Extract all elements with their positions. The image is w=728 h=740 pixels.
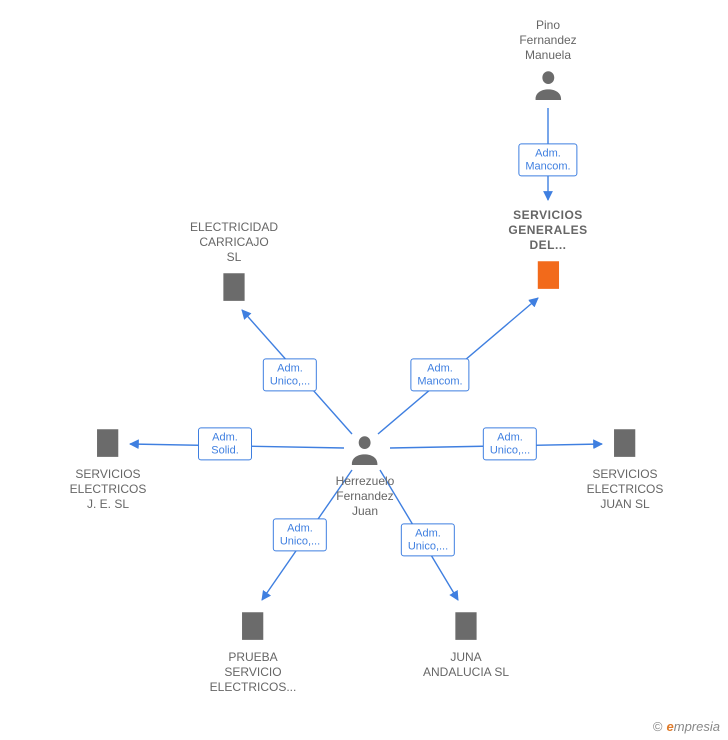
edge-label-pino-servgen[interactable]: Adm. Mancom. [518,143,577,176]
node-center[interactable]: Herrezuelo Fernandez Juan [336,432,395,519]
node-prueba[interactable]: PRUEBA SERVICIO ELECTRICOS... [210,608,297,695]
node-label: ELECTRICIDAD CARRICAJO SL [190,220,278,265]
building-icon [449,608,483,642]
node-pino[interactable]: Pino Fernandez Manuela [519,18,576,105]
building-icon [608,425,642,459]
node-carricajo[interactable]: ELECTRICIDAD CARRICAJO SL [190,220,278,307]
node-label: Herrezuelo Fernandez Juan [336,474,395,519]
node-label: Pino Fernandez Manuela [519,18,576,63]
copyright-brand-rest: mpresia [674,719,720,734]
node-servgen[interactable]: SERVICIOS GENERALES DEL... [508,208,587,295]
building-icon [91,425,125,459]
edge-label-center-sejesl[interactable]: Adm. Solid. [198,427,252,460]
edges-layer [0,0,728,740]
node-label: SERVICIOS ELECTRICOS J. E. SL [70,467,147,512]
node-label: PRUEBA SERVICIO ELECTRICOS... [210,650,297,695]
node-label: JUNA ANDALUCIA SL [423,650,509,680]
edge-label-center-sejuan[interactable]: Adm. Unico,... [483,427,537,460]
node-label: SERVICIOS ELECTRICOS JUAN SL [587,467,664,512]
edge-label-center-prueba[interactable]: Adm. Unico,... [273,518,327,551]
building-icon [531,257,565,291]
node-sejesl[interactable]: SERVICIOS ELECTRICOS J. E. SL [70,425,147,512]
node-sejuan[interactable]: SERVICIOS ELECTRICOS JUAN SL [587,425,664,512]
person-icon [348,432,382,466]
node-label: SERVICIOS GENERALES DEL... [508,208,587,253]
copyright-symbol: © [653,719,663,734]
building-icon [217,269,251,303]
building-icon [236,608,270,642]
person-icon [531,67,565,101]
copyright: © empresia [653,719,720,734]
edge-label-center-servgen[interactable]: Adm. Mancom. [410,358,469,391]
edge-label-center-juna[interactable]: Adm. Unico,... [401,523,455,556]
edge-label-center-carricajo[interactable]: Adm. Unico,... [263,358,317,391]
node-juna[interactable]: JUNA ANDALUCIA SL [423,608,509,680]
copyright-brand-first: e [667,719,674,734]
diagram-stage: Herrezuelo Fernandez Juan Pino Fernandez … [0,0,728,740]
